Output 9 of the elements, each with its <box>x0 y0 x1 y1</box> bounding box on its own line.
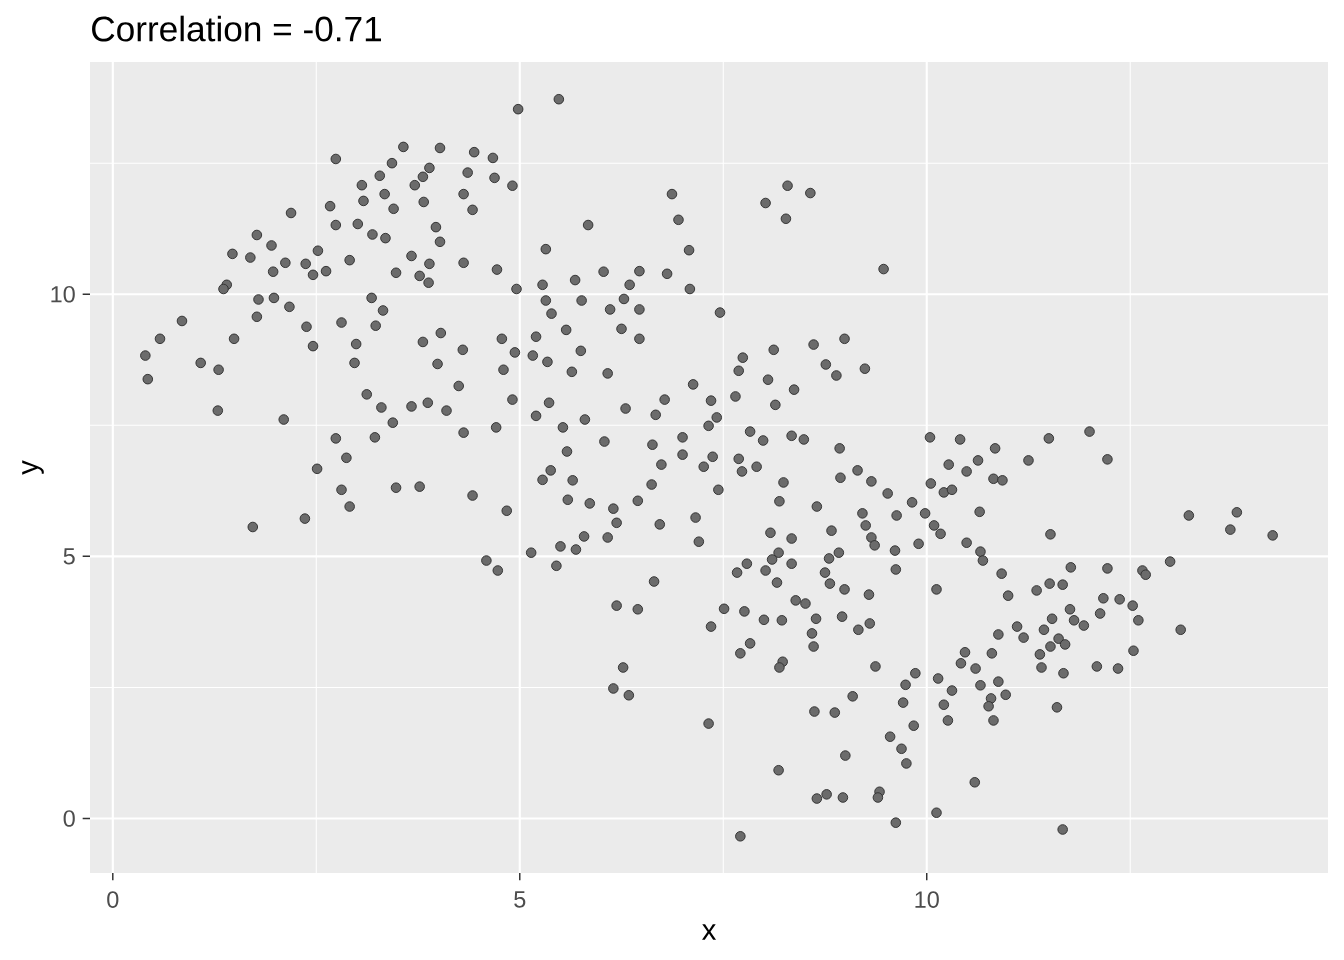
y-tick-label: 0 <box>63 810 75 827</box>
y-tick-label: 5 <box>63 548 75 565</box>
x-axis-title: x <box>702 924 717 940</box>
y-tick-label: 10 <box>51 285 75 303</box>
chart-title: Correlation = -0.71 <box>92 15 381 42</box>
x-tick-label: 10 <box>915 891 939 908</box>
x-tick-label: 0 <box>107 891 119 908</box>
x-tick-label: 5 <box>514 891 526 908</box>
y-axis-title: y <box>22 460 44 475</box>
